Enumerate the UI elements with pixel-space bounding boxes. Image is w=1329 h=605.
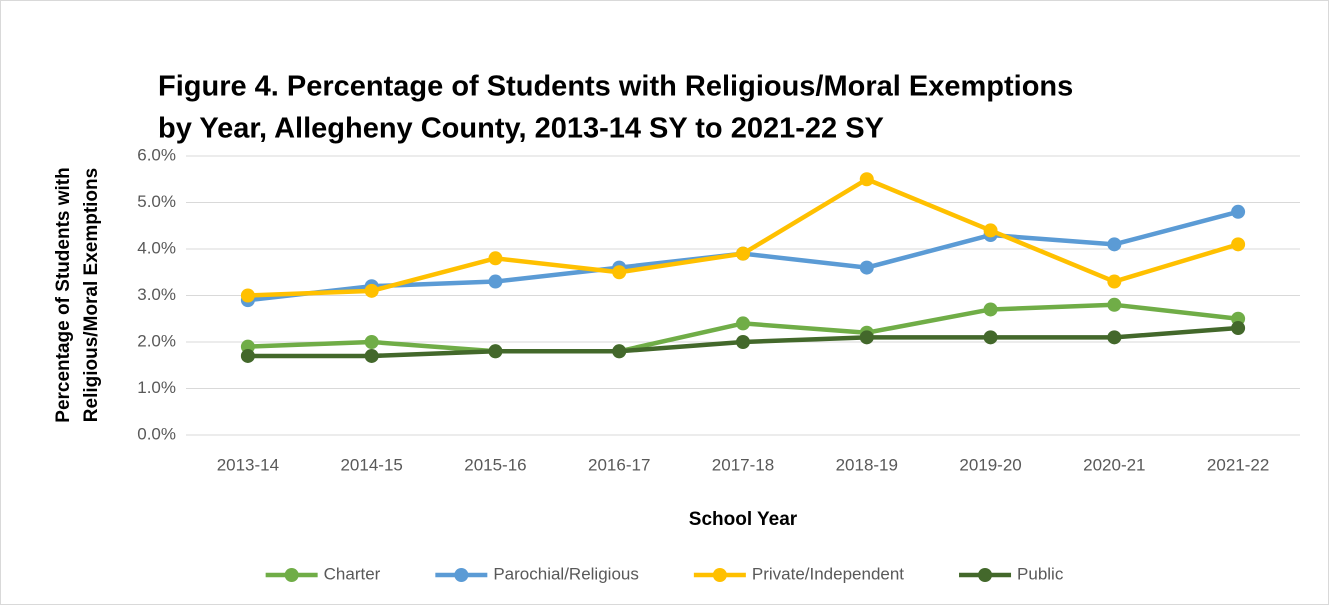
legend-marker bbox=[454, 568, 469, 582]
x-tick-label: 2016-17 bbox=[588, 455, 650, 474]
legend-marker bbox=[978, 568, 993, 582]
data-point bbox=[1231, 321, 1246, 336]
x-tick-label: 2015-16 bbox=[464, 455, 526, 474]
data-point bbox=[736, 316, 750, 331]
data-point bbox=[364, 335, 379, 349]
legend-label: Public bbox=[1017, 564, 1064, 583]
legend-item: Private/Independent bbox=[693, 564, 904, 583]
legend-label: Charter bbox=[324, 564, 381, 583]
data-point bbox=[859, 330, 874, 345]
data-point bbox=[859, 172, 874, 187]
y-axis-title: Religious/Moral Exemptions bbox=[81, 168, 102, 422]
legend-marker bbox=[712, 568, 727, 582]
data-point bbox=[488, 251, 503, 266]
data-point bbox=[1107, 330, 1122, 345]
y-axis-title: Percentage of Students with bbox=[53, 167, 74, 422]
x-axis-title: School Year bbox=[689, 509, 798, 530]
legend-label: Parochial/Religious bbox=[493, 564, 639, 583]
chart-title: by Year, Allegheny County, 2013-14 SY to… bbox=[158, 113, 884, 145]
data-point bbox=[364, 283, 379, 298]
data-point bbox=[983, 223, 998, 238]
legend-marker bbox=[284, 568, 299, 582]
y-tick-label: 2.0% bbox=[137, 331, 176, 350]
data-point bbox=[1107, 297, 1122, 312]
data-point bbox=[983, 302, 998, 317]
x-tick-label: 2017-18 bbox=[712, 455, 774, 474]
data-point bbox=[364, 348, 379, 363]
data-point bbox=[1231, 204, 1246, 219]
y-tick-label: 5.0% bbox=[137, 192, 176, 211]
data-point bbox=[983, 330, 998, 345]
data-point bbox=[612, 344, 627, 359]
data-point bbox=[736, 335, 750, 349]
data-point bbox=[488, 274, 503, 289]
legend-item: Parochial/Religious bbox=[435, 564, 639, 583]
chart-title: Figure 4. Percentage of Students with Re… bbox=[158, 71, 1073, 103]
x-tick-label: 2014-15 bbox=[340, 455, 402, 474]
x-tick-label: 2019-20 bbox=[959, 455, 1021, 474]
data-point bbox=[1231, 237, 1246, 252]
x-tick-label: 2020-21 bbox=[1083, 455, 1145, 474]
y-tick-label: 0.0% bbox=[137, 424, 176, 443]
data-point bbox=[1107, 237, 1122, 252]
y-tick-label: 1.0% bbox=[137, 378, 176, 397]
x-tick-label: 2021-22 bbox=[1207, 455, 1269, 474]
data-point bbox=[488, 344, 503, 359]
legend-item: Public bbox=[959, 564, 1064, 583]
data-point bbox=[612, 265, 627, 280]
data-point bbox=[1107, 274, 1122, 289]
y-tick-label: 4.0% bbox=[137, 238, 176, 257]
x-tick-label: 2018-19 bbox=[836, 455, 898, 474]
legend-item: Charter bbox=[265, 564, 381, 583]
data-point bbox=[240, 288, 255, 303]
legend-label: Private/Independent bbox=[752, 564, 904, 583]
data-point bbox=[240, 348, 255, 363]
y-tick-label: 3.0% bbox=[137, 285, 176, 304]
data-point bbox=[859, 260, 874, 275]
x-tick-label: 2013-14 bbox=[217, 455, 279, 474]
data-point bbox=[736, 246, 750, 261]
y-tick-label: 6.0% bbox=[137, 145, 176, 164]
